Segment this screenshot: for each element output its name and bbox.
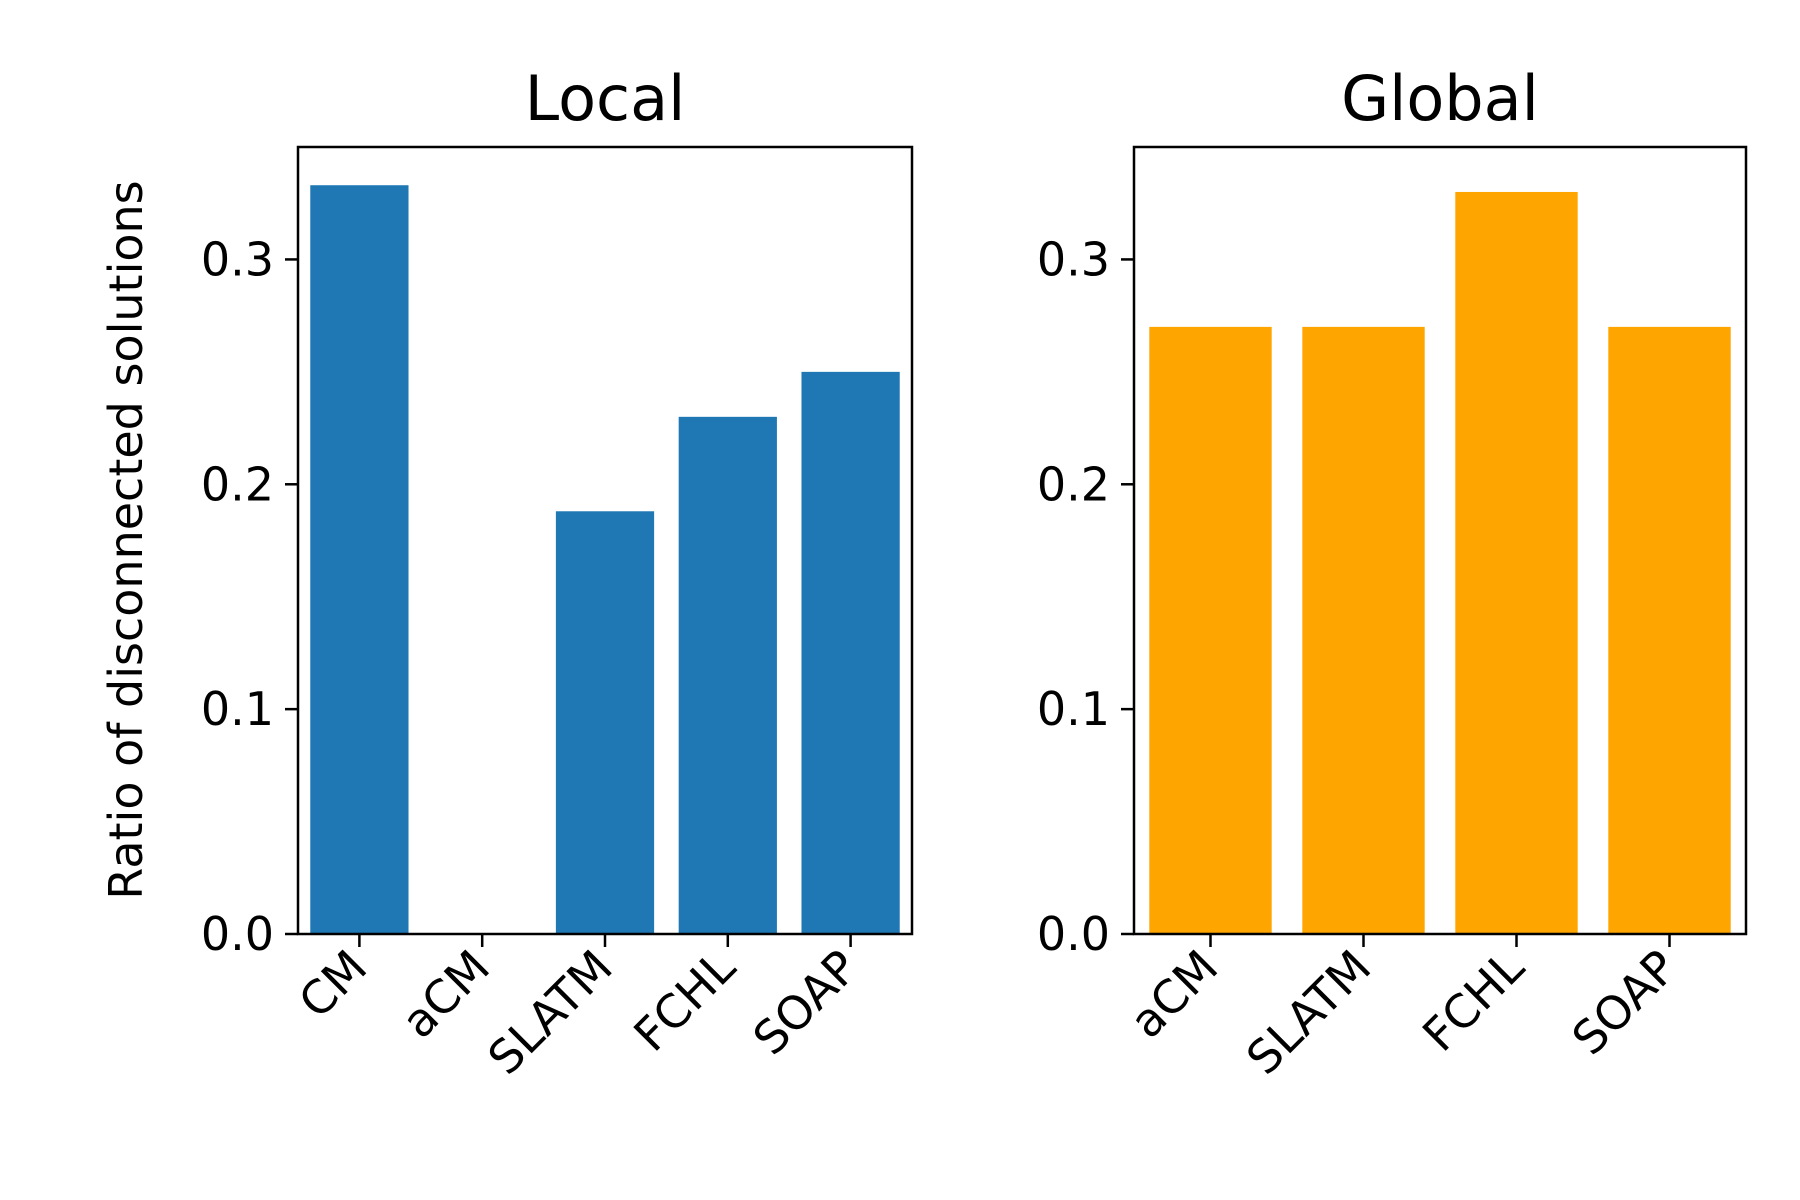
plot-frame [296, 145, 914, 936]
y-tick-label: 0.1 [201, 682, 274, 736]
x-tick-label: aCM [391, 940, 500, 1049]
bar-cm [310, 185, 409, 934]
x-tick-label: aCM [1119, 940, 1228, 1049]
y-tick-label: 0.0 [1037, 907, 1110, 961]
y-axis-label: Ratio of disconnected solutions [99, 180, 153, 899]
panel-title: Global [1341, 62, 1539, 135]
y-ticks: 0.0 0.1 0.2 0.3 [201, 232, 298, 961]
bar-fchl [678, 416, 777, 934]
y-tick-label: 0.3 [1037, 232, 1110, 286]
x-tick-label: FCHL [1412, 939, 1534, 1061]
panel-title: Local [525, 62, 686, 135]
y-tick-label: 0.1 [1037, 682, 1110, 736]
plot-frame [1132, 145, 1748, 936]
x-tick-label: FCHL [623, 939, 745, 1061]
y-tick-label: 0.0 [201, 907, 274, 961]
y-tick-label: 0.2 [1037, 457, 1110, 511]
bar-fchl [1455, 191, 1578, 934]
panel-global: Global 0.0 0.1 0.2 0.3 aCM SLATM FCHL SOAP [1037, 62, 1748, 1085]
x-tick-label: SOAP [1562, 940, 1688, 1066]
bar-slatm [555, 511, 655, 934]
bar-slatm [1302, 326, 1425, 934]
x-tick-label: SLATM [1236, 940, 1381, 1085]
x-tick-label: SOAP [743, 940, 869, 1066]
x-tick-label: SLATM [477, 940, 622, 1085]
x-tick-label: CM [288, 940, 377, 1029]
bar-acm [1149, 326, 1272, 934]
bars-group [1149, 191, 1731, 934]
bars-group [310, 185, 900, 934]
bar-soap [1608, 326, 1731, 934]
y-tick-label: 0.3 [201, 232, 274, 286]
bar-soap [801, 371, 900, 934]
y-ticks: 0.0 0.1 0.2 0.3 [1037, 232, 1134, 961]
x-ticks: aCM SLATM FCHL SOAP [1119, 934, 1687, 1085]
y-tick-label: 0.2 [201, 457, 274, 511]
